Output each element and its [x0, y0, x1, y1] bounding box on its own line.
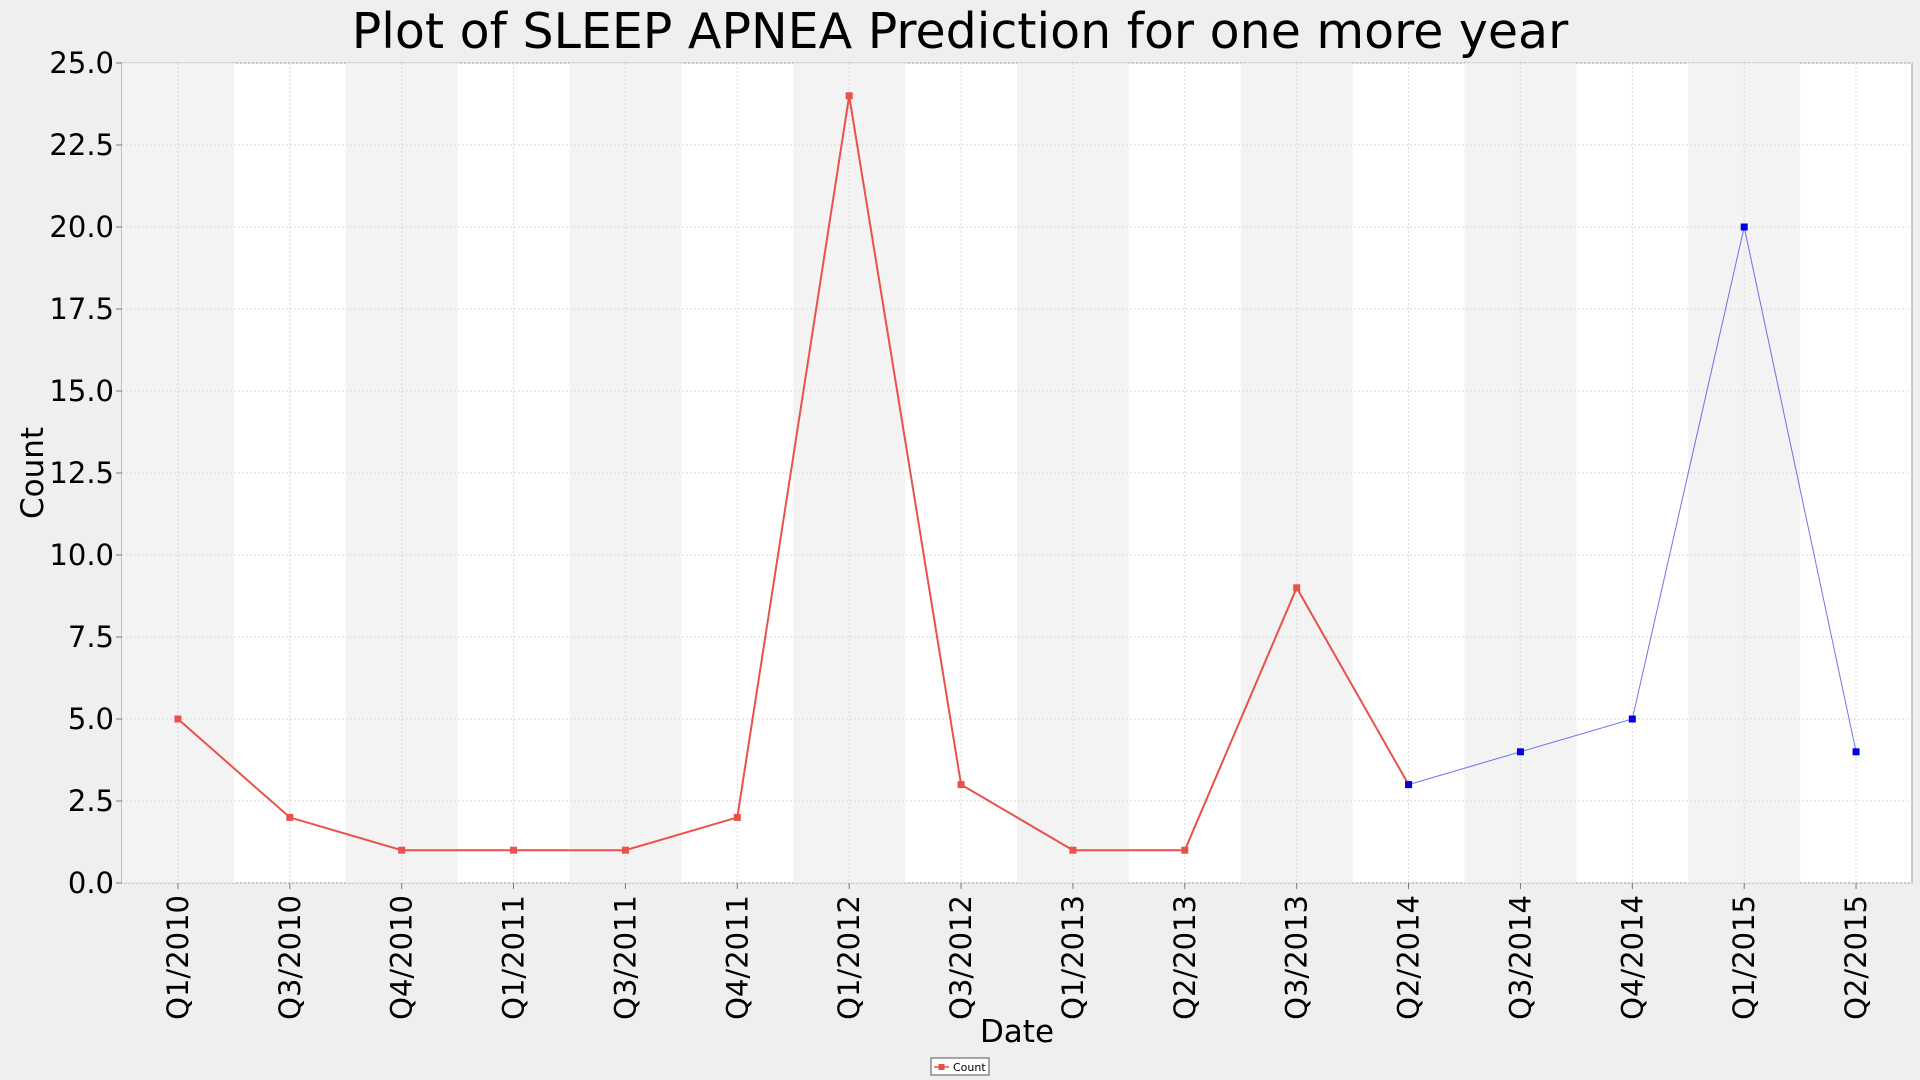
- grid-lines: [122, 62, 1912, 884]
- x-tick-label: Q1/2010: [161, 895, 195, 1020]
- y-tick-label: 25.0: [49, 46, 114, 80]
- x-tick-label: Q3/2010: [273, 895, 307, 1020]
- legend: Count: [930, 1057, 990, 1076]
- series-points: [174, 92, 1860, 854]
- x-tick-label: Q2/2014: [1392, 895, 1426, 1020]
- x-tick-label: Q3/2014: [1503, 895, 1537, 1020]
- y-tick-label: 12.5: [49, 456, 114, 490]
- x-tick-label: Q3/2013: [1280, 895, 1314, 1020]
- legend-marker: [938, 1064, 945, 1070]
- data-point: [1852, 748, 1860, 756]
- data-point: [1069, 846, 1077, 854]
- chart-title: Plot of SLEEP APNEA Prediction for one m…: [352, 3, 1569, 60]
- x-tick-label: Q1/2015: [1727, 895, 1761, 1020]
- x-tick-label: Q1/2011: [497, 895, 531, 1020]
- data-point: [733, 813, 741, 821]
- x-tick-label: Q3/2012: [944, 895, 978, 1020]
- y-axis: 0.0 2.5 5.0 7.5 10.0 12.5 15.0 17.5 20.0 22.5 25.0: [49, 46, 122, 900]
- data-point: [1293, 584, 1301, 592]
- data-point: [1628, 715, 1636, 723]
- data-point: [510, 846, 518, 854]
- data-point: [174, 715, 182, 723]
- data-point: [1405, 781, 1413, 789]
- x-tick-label: Q4/2014: [1615, 895, 1649, 1020]
- y-tick-label: 7.5: [68, 620, 114, 654]
- data-point: [398, 846, 406, 854]
- y-tick-label: 15.0: [49, 374, 114, 408]
- y-tick-label: 22.5: [49, 128, 114, 162]
- legend-box: [930, 1057, 990, 1076]
- data-point: [845, 92, 853, 100]
- data-point: [286, 813, 294, 821]
- y-tick-label: 2.5: [68, 784, 114, 818]
- x-tick-label: Q1/2013: [1056, 895, 1090, 1020]
- data-point: [957, 781, 965, 789]
- x-axis: Q1/2010 Q3/2010 Q4/2010 Q1/2011 Q3/2011 Q4/20…: [161, 883, 1873, 1020]
- x-axis-title: Date: [980, 1014, 1054, 1050]
- data-point: [1516, 748, 1524, 756]
- y-tick-label: 20.0: [49, 210, 114, 244]
- y-tick-label: 5.0: [68, 702, 114, 736]
- x-tick-label: Q1/2012: [832, 895, 866, 1020]
- data-point: [1181, 846, 1189, 854]
- data-point: [621, 846, 629, 854]
- x-tick-label: Q2/2013: [1168, 895, 1202, 1020]
- legend-label: Count: [953, 1061, 986, 1074]
- x-tick-label: Q4/2010: [385, 895, 419, 1020]
- x-tick-label: Q3/2011: [608, 895, 642, 1020]
- y-axis-title: Count: [15, 427, 51, 519]
- y-tick-label: 17.5: [49, 292, 114, 326]
- data-point: [1740, 223, 1748, 231]
- series-line-0: [177, 95, 1410, 852]
- x-tick-label: Q4/2011: [720, 895, 754, 1020]
- x-tick-label: Q2/2015: [1839, 895, 1873, 1020]
- y-tick-label: 10.0: [49, 538, 114, 572]
- y-tick-label: 0.0: [68, 866, 114, 900]
